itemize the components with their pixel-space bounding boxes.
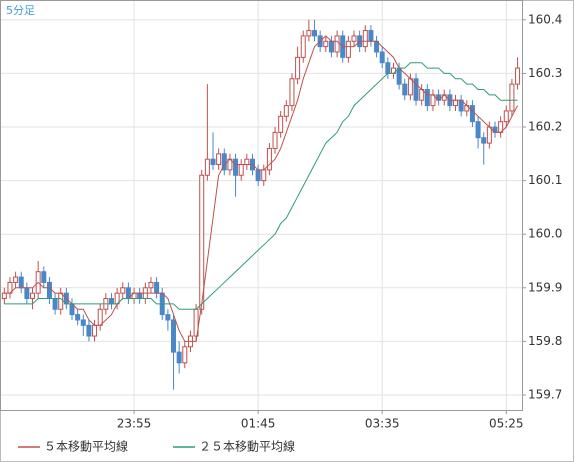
candle-body [362, 30, 368, 48]
y-tick-label: 160.0 [528, 227, 562, 241]
candle-body [515, 67, 521, 85]
y-tick-label: 159.8 [528, 334, 562, 348]
candle-body [385, 62, 391, 74]
x-tick-label: 05:25 [489, 417, 524, 431]
candle-body [75, 314, 81, 321]
candle-body [351, 35, 357, 42]
y-tick-label: 160.1 [528, 173, 562, 187]
candle-body [306, 30, 312, 37]
x-tick-label: 23:55 [117, 417, 152, 431]
candle-body [469, 105, 475, 123]
candle-body [18, 276, 24, 289]
candle-body [204, 158, 210, 176]
y-tick-label: 160.2 [528, 120, 562, 134]
candle-body [396, 67, 402, 85]
candle-body [272, 131, 278, 149]
candle-body [221, 153, 227, 171]
candle-body [453, 99, 459, 107]
candle-body [30, 292, 36, 300]
x-tick-label: 03:35 [365, 417, 400, 431]
candle-body [120, 287, 126, 294]
candle-body [345, 40, 351, 58]
candle-body [13, 276, 19, 283]
candle-body [24, 287, 30, 300]
candle-body [328, 40, 334, 53]
candle-body [1, 292, 7, 300]
plot [1, 19, 521, 390]
candle-body [486, 126, 492, 144]
candle-body [407, 78, 413, 96]
candle-body [238, 164, 244, 176]
candle-body [278, 115, 284, 133]
candle-body [266, 147, 272, 171]
candle-body [233, 158, 239, 176]
candle-body [137, 292, 143, 300]
candle-body [148, 281, 154, 289]
chart-title: 5分足 [6, 4, 35, 17]
candle-body [289, 78, 295, 107]
candle-body [255, 169, 261, 182]
y-tick-label: 159.7 [528, 387, 562, 401]
candle-body [80, 319, 86, 326]
y-tick-label: 160.3 [528, 66, 562, 80]
candle-body [210, 158, 216, 166]
legend-label: ５本移動平均線 [44, 439, 128, 454]
candle-body [424, 89, 430, 107]
candle-body [244, 158, 250, 166]
candle-body [312, 30, 318, 37]
plot-border [0, 0, 523, 411]
candle-body [199, 174, 205, 310]
candle-body [182, 346, 188, 364]
candle-body [475, 121, 481, 139]
legend-label: ２５本移動平均線 [199, 439, 295, 454]
candle-body [165, 314, 171, 321]
candle-body [176, 351, 182, 364]
y-tick-label: 160.4 [528, 12, 562, 26]
candle-body [108, 298, 114, 305]
ma-line [4, 62, 518, 310]
candle-body [46, 281, 52, 300]
candle-body [154, 281, 160, 294]
candle-body [413, 78, 419, 101]
candle-body [368, 30, 374, 42]
candle-body [86, 324, 92, 337]
candle-body [402, 83, 408, 96]
candle-body [41, 271, 47, 283]
grid [0, 0, 522, 410]
candle-body [58, 292, 64, 310]
candle-body [216, 153, 222, 166]
candle-body [295, 56, 301, 80]
candle-body [52, 298, 58, 310]
candle-body [300, 35, 306, 58]
y-tick-label: 159.9 [528, 280, 562, 294]
candle-body [97, 308, 103, 326]
candle-body [503, 110, 509, 123]
x-tick-label: 01:45 [241, 417, 276, 431]
candle-body [323, 40, 329, 48]
candle-body [509, 83, 515, 112]
candle-body [379, 51, 385, 64]
candle-body [334, 35, 340, 53]
candle-body [171, 319, 177, 353]
candle-body [92, 324, 98, 337]
candle-body [481, 137, 487, 144]
candle-body [261, 169, 267, 182]
ma-line [4, 35, 519, 342]
candle-body [283, 105, 289, 117]
